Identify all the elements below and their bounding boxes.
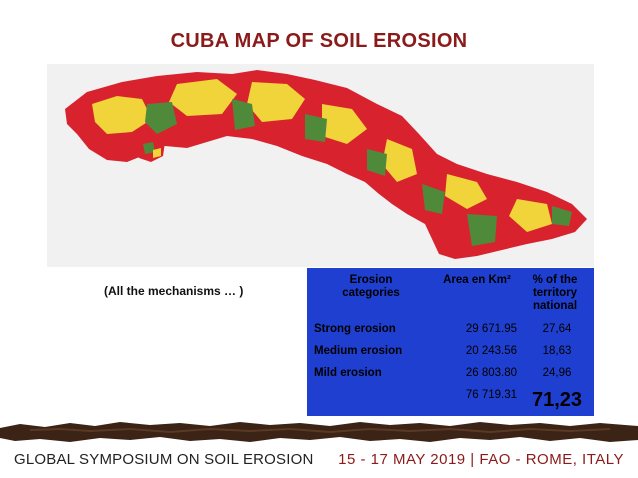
table-row: Strong erosion 29 671.95 27,64 <box>307 323 594 339</box>
mild-patch <box>232 99 255 130</box>
row-area: 29 671.95 <box>465 323 517 335</box>
table-row: Medium erosion 20 243.56 18,63 <box>307 345 594 361</box>
mild-patch <box>467 214 497 246</box>
total-area: 76 719.31 <box>465 389 517 401</box>
row-pct: 24,96 <box>542 367 572 379</box>
isla-mild-patch <box>143 142 155 154</box>
slide-title: CUBA MAP OF SOIL EROSION <box>170 30 468 52</box>
medium-patch <box>169 79 237 116</box>
medium-patch <box>445 174 487 209</box>
erosion-table: Erosion categories Area en Km² % of the … <box>307 268 594 416</box>
mild-patch <box>145 102 177 134</box>
isla-medium-patch <box>153 148 161 158</box>
decorative-soil-band <box>0 418 638 446</box>
row-category: Medium erosion <box>314 345 403 357</box>
header-pct: % of the territory national <box>532 274 578 312</box>
mechanisms-note: (All the mechanisms … ) <box>104 284 244 298</box>
total-pct: 71,23 <box>531 389 583 411</box>
row-category: Mild erosion <box>314 367 382 379</box>
header-area: Area en Km² <box>443 274 511 286</box>
medium-patch <box>247 82 305 122</box>
total-row: 76 719.31 <box>307 389 594 405</box>
mild-patch <box>422 184 445 214</box>
main-island <box>65 70 587 259</box>
footer-event-name: GLOBAL SYMPOSIUM ON SOIL EROSION <box>14 451 314 468</box>
medium-patch <box>322 104 367 144</box>
row-area: 20 243.56 <box>465 345 517 357</box>
footer-event-date: 15 - 17 MAY 2019 | FAO - ROME, ITALY <box>338 451 624 468</box>
header-category: Erosion categories <box>342 274 400 299</box>
table-row: Mild erosion 26 803.80 24,96 <box>307 367 594 383</box>
row-area: 26 803.80 <box>465 367 517 379</box>
row-category: Strong erosion <box>314 323 396 335</box>
row-pct: 18,63 <box>542 345 572 357</box>
cuba-erosion-map <box>47 64 594 267</box>
mild-patch <box>367 149 387 176</box>
medium-patch <box>382 139 417 182</box>
mild-patch <box>305 114 327 142</box>
row-pct: 27,64 <box>542 323 572 335</box>
mild-patch <box>552 206 572 226</box>
medium-patch <box>92 96 152 134</box>
map-graphic <box>65 70 587 259</box>
medium-patch <box>509 199 552 232</box>
